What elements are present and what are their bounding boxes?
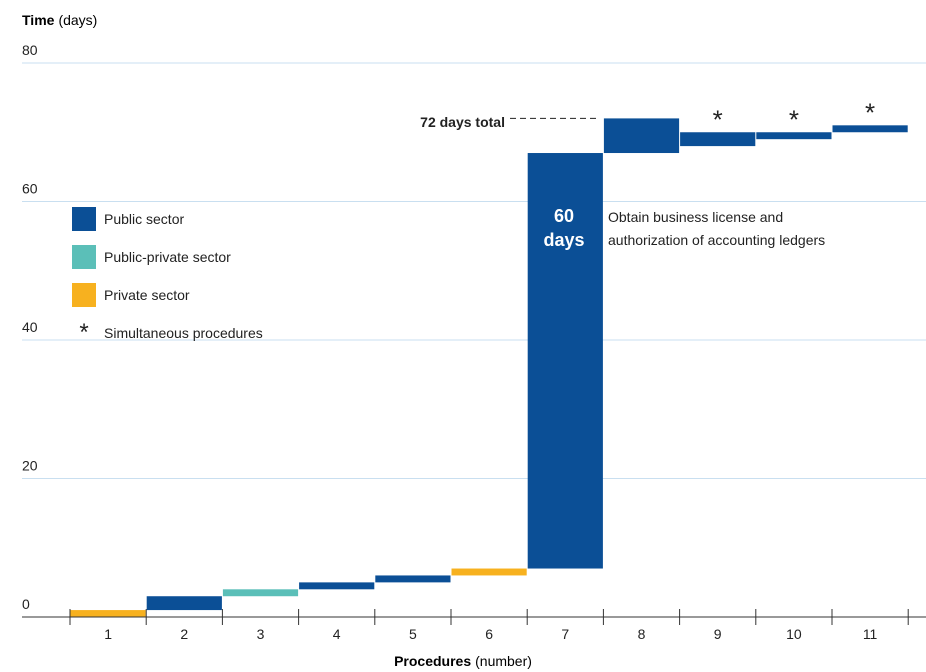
x-tick-label: 4 bbox=[333, 626, 341, 642]
legend-label-simultaneous: Simultaneous procedures bbox=[104, 325, 263, 341]
x-tick-label: 5 bbox=[409, 626, 417, 642]
simultaneous-asterisk: * bbox=[789, 104, 799, 134]
bar-procedure-10 bbox=[756, 132, 832, 140]
legend-swatch-private bbox=[72, 283, 96, 307]
x-tick-label: 9 bbox=[714, 626, 722, 642]
bar-procedure-4 bbox=[299, 582, 375, 590]
y-axis-title-main: Time bbox=[22, 12, 55, 28]
bar-procedure-1 bbox=[70, 610, 146, 617]
asterisk-icon: * bbox=[79, 319, 89, 346]
x-axis-title-unit: (number) bbox=[475, 653, 532, 669]
bar-value-label-unit: days bbox=[543, 230, 584, 250]
y-axis-title: Time (days) bbox=[22, 12, 97, 28]
y-tick-label: 20 bbox=[22, 458, 38, 474]
bar-value-label-number: 60 bbox=[554, 206, 574, 226]
legend-swatch-public-private bbox=[72, 245, 96, 269]
procedure-bars bbox=[70, 118, 908, 617]
bar-procedure-7 bbox=[527, 153, 603, 569]
y-tick-label: 0 bbox=[22, 596, 30, 612]
grid-lines bbox=[22, 62, 926, 479]
x-ticks bbox=[69, 609, 909, 625]
x-tick-label: 3 bbox=[257, 626, 265, 642]
y-tick-label: 60 bbox=[22, 181, 38, 197]
x-tick-label: 2 bbox=[180, 626, 188, 642]
bar-procedure-5 bbox=[375, 575, 451, 583]
simultaneous-asterisk: * bbox=[713, 104, 723, 134]
x-tick-labels: 1 2 3 4 5 6 7 8 9 10 11 bbox=[104, 626, 877, 642]
x-tick-label: 10 bbox=[786, 626, 802, 642]
x-tick-label: 7 bbox=[561, 626, 569, 642]
bar-procedure-2 bbox=[146, 596, 222, 611]
legend-label-public-private: Public-private sector bbox=[104, 249, 231, 265]
legend: Public sector Public-private sector Priv… bbox=[72, 206, 263, 358]
x-tick-label: 6 bbox=[485, 626, 493, 642]
y-tick-labels: 80 60 40 20 0 bbox=[22, 42, 38, 612]
bar-procedure-6 bbox=[451, 568, 527, 576]
bar-procedure-9 bbox=[680, 132, 756, 147]
legend-swatch-public bbox=[72, 207, 96, 231]
legend-label-public: Public sector bbox=[104, 211, 185, 227]
x-tick-label: 1 bbox=[104, 626, 112, 642]
bar-procedure-3 bbox=[222, 589, 299, 597]
bar-procedure-11 bbox=[832, 125, 908, 133]
legend-item-simultaneous: * Simultaneous procedures bbox=[72, 319, 263, 346]
simultaneous-asterisk: * bbox=[865, 97, 875, 127]
x-tick-label: 11 bbox=[863, 626, 878, 642]
legend-item-public-private: Public-private sector bbox=[72, 244, 263, 270]
x-axis-title: Procedures (number) bbox=[394, 653, 532, 669]
simultaneous-markers: * * * bbox=[713, 97, 876, 134]
legend-item-private: Private sector bbox=[72, 282, 263, 308]
total-label: 72 days total bbox=[420, 114, 505, 130]
x-axis-title-main: Procedures bbox=[394, 653, 471, 669]
bar-procedure-8 bbox=[603, 118, 680, 154]
y-tick-label: 80 bbox=[22, 42, 38, 58]
y-tick-label: 40 bbox=[22, 319, 38, 335]
legend-label-private: Private sector bbox=[104, 287, 190, 303]
annotation-line-1: Obtain business license and bbox=[608, 209, 783, 225]
x-tick-label: 8 bbox=[638, 626, 646, 642]
annotation-line-2: authorization of accounting ledgers bbox=[608, 232, 825, 248]
y-axis-title-unit: (days) bbox=[58, 12, 97, 28]
legend-item-public: Public sector bbox=[72, 206, 263, 232]
